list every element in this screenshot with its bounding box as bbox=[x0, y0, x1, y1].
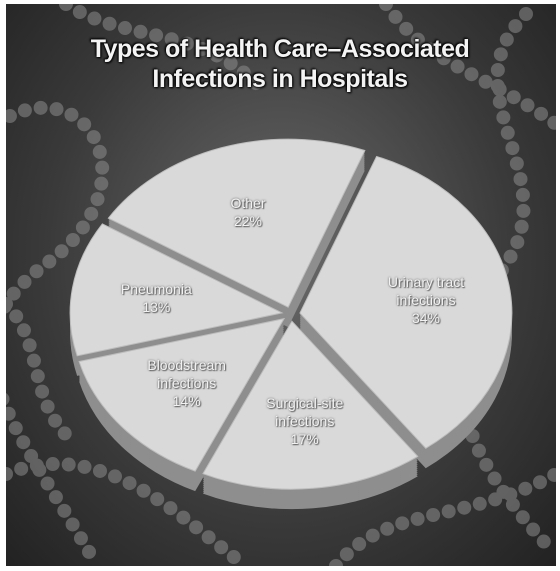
bacteria-strand bbox=[6, 457, 253, 566]
value-label: 22% bbox=[233, 212, 263, 229]
chart-frame: Types of Health Care–Associated Infectio… bbox=[6, 4, 556, 566]
slice bbox=[299, 155, 513, 449]
slice-label: Urinary tract infections 34% bbox=[366, 273, 486, 327]
bacteria-strand bbox=[379, 4, 556, 131]
slice-label: Surgical-site infections 17% bbox=[245, 394, 365, 448]
slice-label: Bloodstream infections 14% bbox=[127, 356, 247, 410]
slice-label: Pneumonia 13% bbox=[96, 280, 216, 316]
slice bbox=[107, 138, 366, 308]
category-label: Bloodstream infections bbox=[147, 357, 226, 392]
category-label: Surgical-site infections bbox=[266, 395, 344, 430]
background-bacteria bbox=[6, 4, 556, 566]
slice bbox=[69, 223, 284, 357]
pie bbox=[69, 138, 513, 510]
chart bbox=[6, 4, 556, 566]
slice-label: Other 22% bbox=[188, 194, 308, 230]
category-label: Other bbox=[230, 194, 266, 211]
value-label: 13% bbox=[142, 298, 171, 315]
category-label: Pneumonia bbox=[120, 280, 192, 297]
value-label: 14% bbox=[172, 393, 201, 410]
slice bbox=[202, 320, 419, 490]
slice bbox=[78, 317, 286, 472]
bacteria-strand bbox=[329, 467, 556, 566]
value-label: 34% bbox=[411, 309, 441, 326]
bacteria-strand bbox=[6, 100, 110, 566]
chart-title: Types of Health Care–Associated Infectio… bbox=[90, 35, 470, 93]
bacteria-strand bbox=[6, 297, 83, 451]
bacteria-strand bbox=[59, 4, 273, 101]
value-label: 17% bbox=[290, 431, 319, 448]
category-label: Urinary tract infections bbox=[387, 273, 465, 308]
